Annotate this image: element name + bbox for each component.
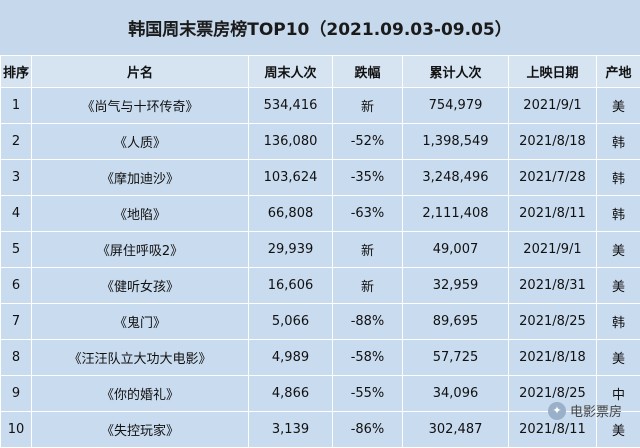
cell-release: 2021/9/1 bbox=[509, 232, 597, 268]
cell-total: 754,979 bbox=[403, 88, 509, 124]
cell-weekend: 4,989 bbox=[249, 340, 333, 376]
cell-title: 《尚气与十环传奇》 bbox=[32, 88, 249, 124]
header-row: 排序 片名 周末人次 跌幅 累计人次 上映日期 产地 bbox=[1, 56, 640, 88]
cell-total: 89,695 bbox=[403, 304, 509, 340]
cell-rank: 1 bbox=[1, 88, 32, 124]
column-header-total: 累计人次 bbox=[403, 56, 509, 88]
box-office-table: 排序 片名 周末人次 跌幅 累计人次 上映日期 产地 1《尚气与十环传奇》534… bbox=[0, 55, 640, 448]
cell-rank: 6 bbox=[1, 268, 32, 304]
column-header-rank: 排序 bbox=[1, 56, 32, 88]
cell-rank: 10 bbox=[1, 412, 32, 448]
cell-origin: 美 bbox=[597, 340, 640, 376]
cell-release: 2021/8/25 bbox=[509, 304, 597, 340]
cell-weekend: 16,606 bbox=[249, 268, 333, 304]
cell-weekend: 534,416 bbox=[249, 88, 333, 124]
cell-change: -35% bbox=[333, 160, 403, 196]
column-header-title: 片名 bbox=[32, 56, 249, 88]
cell-weekend: 136,080 bbox=[249, 124, 333, 160]
cell-total: 2,111,408 bbox=[403, 196, 509, 232]
cell-title: 《人质》 bbox=[32, 124, 249, 160]
cell-change: 新 bbox=[333, 268, 403, 304]
cell-release: 2021/8/11 bbox=[509, 196, 597, 232]
cell-rank: 4 bbox=[1, 196, 32, 232]
cell-origin: 美 bbox=[597, 88, 640, 124]
cell-title: 《地陷》 bbox=[32, 196, 249, 232]
cell-rank: 5 bbox=[1, 232, 32, 268]
cell-total: 1,398,549 bbox=[403, 124, 509, 160]
table-title: 韩国周末票房榜TOP10（2021.09.03-09.05） bbox=[0, 0, 640, 56]
cell-total: 3,248,496 bbox=[403, 160, 509, 196]
cell-change: -63% bbox=[333, 196, 403, 232]
cell-title: 《鬼门》 bbox=[32, 304, 249, 340]
cell-rank: 7 bbox=[1, 304, 32, 340]
cell-origin: 美 bbox=[597, 232, 640, 268]
cell-total: 32,959 bbox=[403, 268, 509, 304]
cell-origin: 美 bbox=[597, 268, 640, 304]
cell-title: 《摩加迪沙》 bbox=[32, 160, 249, 196]
column-header-weekend: 周末人次 bbox=[249, 56, 333, 88]
cell-change: -58% bbox=[333, 340, 403, 376]
cell-rank: 8 bbox=[1, 340, 32, 376]
cell-title: 《健听女孩》 bbox=[32, 268, 249, 304]
cell-rank: 9 bbox=[1, 376, 32, 412]
cell-total: 302,487 bbox=[403, 412, 509, 448]
cell-weekend: 5,066 bbox=[249, 304, 333, 340]
cell-rank: 2 bbox=[1, 124, 32, 160]
cell-title: 《汪汪队立大功大电影》 bbox=[32, 340, 249, 376]
cell-origin: 韩 bbox=[597, 160, 640, 196]
cell-rank: 3 bbox=[1, 160, 32, 196]
cell-release: 2021/8/18 bbox=[509, 124, 597, 160]
column-header-change: 跌幅 bbox=[333, 56, 403, 88]
column-header-release: 上映日期 bbox=[509, 56, 597, 88]
cell-change: -52% bbox=[333, 124, 403, 160]
cell-change: -86% bbox=[333, 412, 403, 448]
cell-release: 2021/8/31 bbox=[509, 268, 597, 304]
cell-total: 49,007 bbox=[403, 232, 509, 268]
column-header-origin: 产地 bbox=[597, 56, 640, 88]
cell-release: 2021/8/18 bbox=[509, 340, 597, 376]
cell-change: 新 bbox=[333, 232, 403, 268]
cell-weekend: 103,624 bbox=[249, 160, 333, 196]
cell-release: 2021/9/1 bbox=[509, 88, 597, 124]
watermark-text: 电影票房 bbox=[570, 401, 622, 420]
cell-change: 新 bbox=[333, 88, 403, 124]
cell-weekend: 3,139 bbox=[249, 412, 333, 448]
cell-total: 34,096 bbox=[403, 376, 509, 412]
cell-origin: 韩 bbox=[597, 124, 640, 160]
cell-change: -55% bbox=[333, 376, 403, 412]
cell-title: 《失控玩家》 bbox=[32, 412, 249, 448]
wechat-icon: ✦ bbox=[548, 402, 566, 420]
cell-weekend: 66,808 bbox=[249, 196, 333, 232]
watermark: ✦ 电影票房 bbox=[548, 401, 622, 420]
cell-change: -88% bbox=[333, 304, 403, 340]
cell-title: 《你的婚礼》 bbox=[32, 376, 249, 412]
cell-title: 《屏住呼吸2》 bbox=[32, 232, 249, 268]
cell-origin: 韩 bbox=[597, 196, 640, 232]
cell-origin: 韩 bbox=[597, 304, 640, 340]
cell-release: 2021/7/28 bbox=[509, 160, 597, 196]
cell-weekend: 29,939 bbox=[249, 232, 333, 268]
cell-total: 57,725 bbox=[403, 340, 509, 376]
cell-weekend: 4,866 bbox=[249, 376, 333, 412]
